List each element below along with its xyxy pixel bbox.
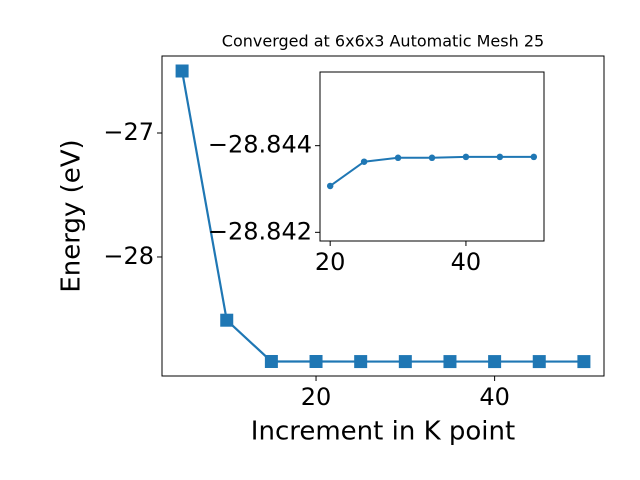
marker — [530, 153, 538, 161]
marker — [532, 355, 546, 369]
y-tick-label: −27 — [103, 118, 154, 146]
marker — [577, 355, 591, 369]
marker — [220, 313, 234, 327]
marker — [360, 158, 368, 165]
x-axis-label: Increment in K point — [251, 417, 515, 447]
y-tick-label: −28.842 — [208, 217, 312, 245]
y-tick-label: −28.844 — [208, 131, 312, 159]
marker — [488, 355, 502, 369]
y-axis-label: Energy (eV) — [57, 139, 87, 292]
marker — [428, 154, 436, 162]
x-tick-label: 40 — [479, 383, 510, 411]
chart-title: Converged at 6x6x3 Automatic Mesh 25 — [222, 32, 544, 51]
marker — [398, 355, 412, 369]
y-tick-label: −28 — [103, 242, 154, 270]
marker — [354, 355, 368, 369]
marker — [496, 153, 504, 161]
marker — [309, 355, 323, 369]
marker — [326, 182, 334, 190]
marker — [394, 154, 402, 162]
x-tick-label: 40 — [451, 248, 482, 276]
x-tick-label: 20 — [315, 248, 346, 276]
marker — [462, 153, 470, 161]
marker — [175, 64, 189, 78]
x-tick-label: 20 — [301, 383, 332, 411]
marker — [443, 355, 457, 369]
marker — [264, 354, 278, 368]
series-line — [181, 70, 584, 363]
